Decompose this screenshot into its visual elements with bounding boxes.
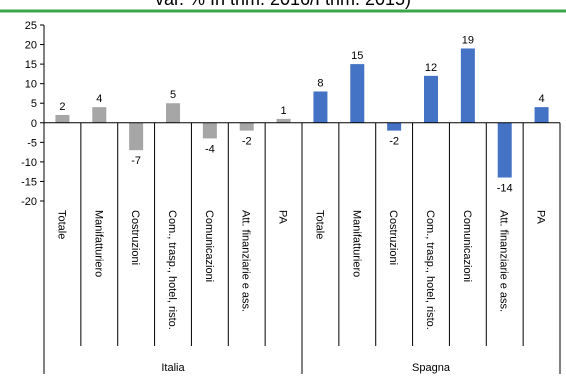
data-label: -2 (242, 136, 252, 148)
data-label: -2 (389, 136, 399, 148)
y-tick-label: -5 (27, 137, 37, 149)
bar-italia-5 (239, 122, 254, 131)
y-axis: 25 20 15 10 5 0 -5 -10 -15 -20 (21, 20, 45, 208)
data-label: -14 (497, 183, 513, 195)
bar-spagna-6 (534, 107, 549, 123)
y-tick-label: 15 (25, 59, 37, 71)
bar-italia-0 (55, 114, 70, 123)
bar-spagna-5 (497, 122, 512, 178)
group-label-italia: Italia (161, 362, 185, 374)
y-tick-label: -15 (21, 176, 37, 188)
bar-spagna-3 (424, 75, 438, 123)
bar-italia-2 (129, 122, 144, 151)
category-label: Att. finanziarie e ass. (498, 210, 510, 312)
category-label: Manifatturiero (92, 210, 104, 277)
bar-italia-6 (276, 118, 291, 123)
bar-italia-1 (92, 107, 107, 123)
x-axis (43, 122, 561, 374)
bar-spagna-1 (350, 64, 365, 123)
category-label: Totale (55, 210, 67, 239)
y-tick-label: 5 (31, 98, 37, 110)
bar-spagna-0 (313, 91, 328, 123)
data-label: -4 (205, 143, 215, 155)
category-label: Manifatturiero (350, 210, 362, 277)
bars (55, 48, 549, 178)
data-label: -7 (131, 155, 141, 167)
bar-italia-3 (166, 103, 180, 123)
category-label: Costruzioni (387, 210, 399, 265)
category-label: Comunicazioni (461, 210, 473, 282)
category-label: Totale (313, 210, 325, 239)
y-tick-label: -10 (21, 157, 37, 169)
category-label: Com., trasp., hotel, risto. (166, 210, 178, 330)
category-label: Att. finanziarie e ass. (240, 210, 252, 312)
data-label: 4 (539, 93, 545, 105)
category-label: Costruzioni (129, 210, 141, 265)
group-labels: Italia Spagna (161, 362, 450, 374)
category-label: PA (277, 210, 289, 225)
bar-spagna-2 (387, 122, 402, 131)
data-labels: 2 4 -7 5 -4 -2 1 8 15 -2 12 19 -14 4 (59, 34, 544, 194)
data-label: 2 (59, 101, 65, 113)
data-label: 15 (351, 50, 363, 62)
y-tick-label: 25 (25, 20, 37, 32)
category-labels: Totale Manifatturiero Costruzioni Com., tra… (55, 210, 546, 330)
y-tick-label: 0 (31, 118, 37, 130)
category-label: PA (535, 210, 547, 225)
data-label: 19 (462, 34, 474, 46)
data-label: 4 (96, 93, 102, 105)
data-label: 8 (317, 77, 323, 89)
data-label: 5 (170, 89, 176, 101)
y-tick-label: 20 (25, 40, 37, 52)
data-label: 1 (281, 105, 287, 117)
bar-italia-4 (202, 122, 217, 139)
category-label: Com., trasp., hotel, risto. (424, 210, 436, 330)
category-label: Comunicazioni (203, 210, 215, 282)
y-tick-label: 10 (25, 79, 37, 91)
y-tick-label: -20 (21, 196, 37, 208)
bar-spagna-4 (460, 48, 475, 123)
data-label: 12 (425, 62, 437, 74)
group-label-spagna: Spagna (412, 362, 451, 374)
